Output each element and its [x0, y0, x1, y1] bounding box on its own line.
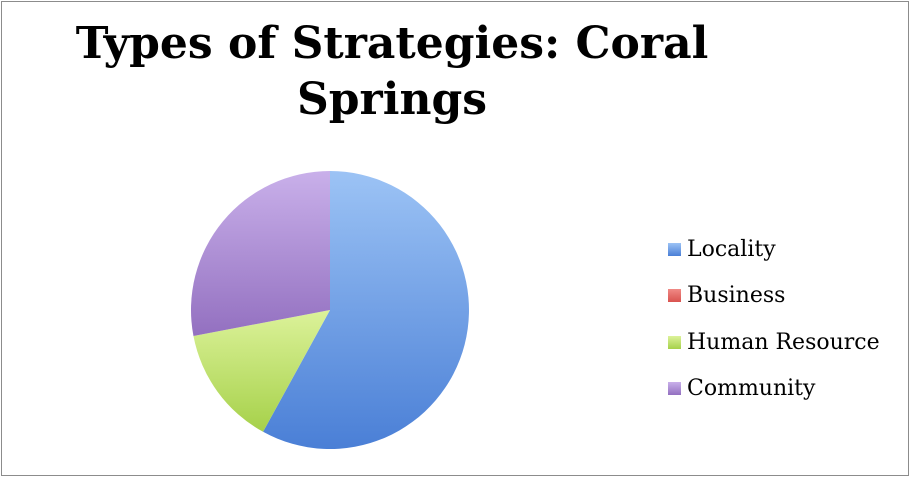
pie-slice-locality	[263, 171, 469, 449]
legend-label-community: Community	[687, 376, 816, 402]
pie-chart	[190, 171, 469, 449]
pie-slice-human-resource	[193, 310, 330, 432]
legend-swatch-human-resource	[668, 335, 681, 349]
chart-title-line-2: Springs	[297, 74, 487, 125]
legend-item-community: Community	[668, 366, 898, 413]
pie-slice-community	[190, 171, 330, 337]
legend: Locality Business Human Resource Communi…	[668, 226, 898, 412]
legend-swatch-community	[668, 382, 681, 396]
legend-item-human-resource: Human Resource	[668, 319, 898, 366]
legend-item-locality: Locality	[668, 226, 898, 273]
chart-title-line-1: Types of Strategies: Coral	[75, 18, 709, 69]
legend-swatch-locality	[668, 242, 681, 256]
chart-title: Types of Strategies: Coral Springs	[62, 16, 722, 128]
legend-swatch-business	[668, 289, 681, 303]
legend-label-human-resource: Human Resource	[687, 329, 880, 355]
pie-slices	[190, 171, 469, 449]
legend-label-business: Business	[687, 283, 786, 309]
legend-label-locality: Locality	[687, 236, 776, 262]
legend-item-business: Business	[668, 273, 898, 320]
